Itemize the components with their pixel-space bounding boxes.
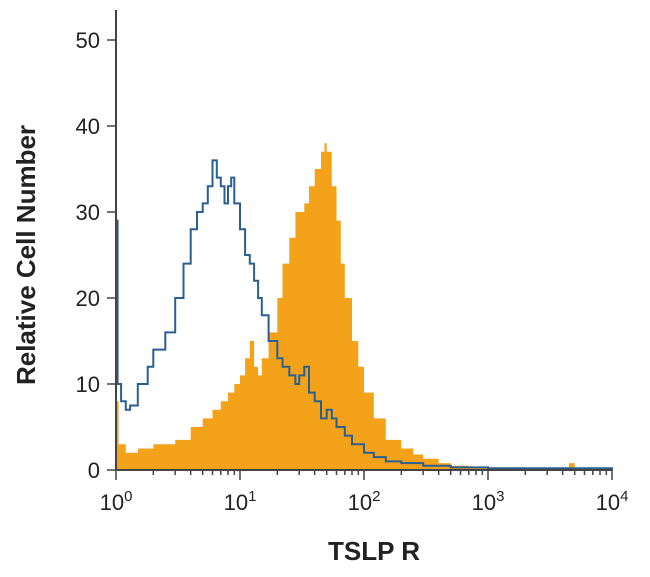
series-0-filled-histogram: [116, 143, 612, 470]
x-tick-label: 104: [596, 488, 629, 515]
x-tick-label: 101: [224, 488, 257, 515]
x-tick-label: 102: [348, 488, 381, 515]
x-axis-title: TSLP R: [328, 536, 420, 566]
y-tick-label: 0: [88, 458, 100, 483]
x-axis-ticks: 100 101 102 103 104: [100, 470, 629, 515]
series-1-outline-histogram: [116, 159, 613, 470]
y-axis-title: Relative Cell Number: [11, 125, 41, 385]
x-tick-label: 103: [472, 488, 505, 515]
y-axis-ticks: 0 10 20 30 40 50: [76, 28, 116, 483]
y-tick-label: 50: [76, 28, 100, 53]
x-tick-label: 100: [100, 488, 133, 515]
y-tick-label: 40: [76, 114, 100, 139]
y-tick-label: 30: [76, 200, 100, 225]
series-layer: [116, 143, 613, 470]
y-tick-label: 10: [76, 372, 100, 397]
y-tick-label: 20: [76, 286, 100, 311]
